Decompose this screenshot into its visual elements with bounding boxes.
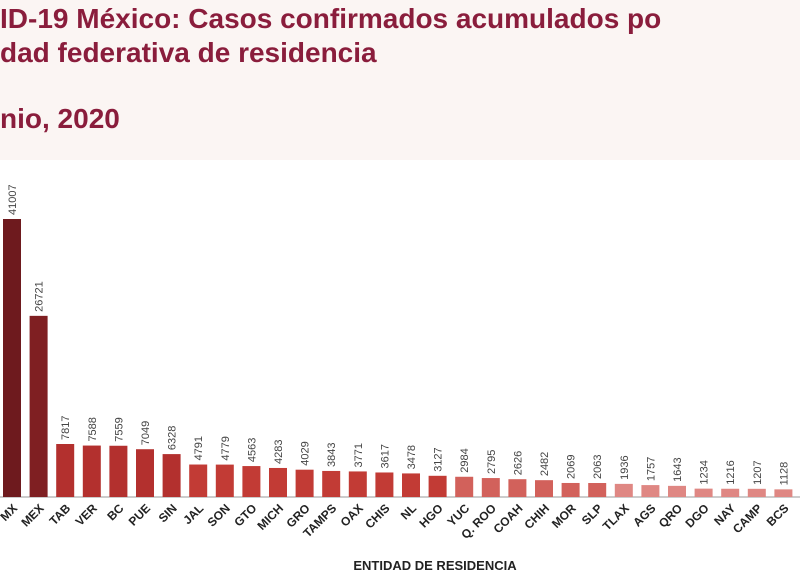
value-label: 1128 [778,462,790,486]
value-label: 2069 [566,454,578,478]
x-tick-label: VER [73,501,101,529]
value-label: 4563 [246,438,258,462]
bar [109,445,128,497]
bar [402,473,420,497]
value-label: 1643 [672,457,684,481]
value-label: 4029 [300,441,312,465]
value-label: 1207 [752,460,764,484]
bar [641,485,660,497]
bar [3,219,21,497]
value-label: 7817 [60,416,72,440]
value-label: 3617 [379,444,391,468]
value-label: 1234 [699,460,711,484]
value-label: 41007 [7,184,19,215]
x-tick-label: HGO [416,501,445,530]
bar [348,471,367,497]
x-tick-label: COAH [491,501,526,536]
bar [561,482,580,497]
value-label: 2063 [592,455,604,479]
value-label: 7559 [113,417,125,441]
bar [269,467,287,497]
bar [162,454,181,497]
x-tick-label: MOR [549,501,579,531]
value-label: 4779 [220,436,232,460]
value-label: 3843 [326,442,338,466]
chart-title: dad federativa de residencia [0,37,377,68]
value-label: 3771 [353,443,365,467]
bar [614,483,633,497]
x-tick-label: OAX [338,501,366,529]
x-tick-label: DGO [682,501,711,530]
x-tick-label: MICH [255,501,287,533]
x-tick-label: CHIS [362,501,392,531]
bar [136,449,154,497]
value-label: 3478 [406,445,418,469]
value-label: 2795 [486,450,498,474]
bar [588,483,607,497]
x-axis-label: ENTIDAD DE RESIDENCIA [353,558,517,573]
x-tick-label: GTO [231,501,259,529]
bar [375,472,394,497]
x-tick-label: PUE [126,501,153,528]
value-label: 2984 [459,448,471,472]
value-label: 3127 [433,447,445,471]
x-tick-label: QRO [656,501,685,530]
bar [481,478,500,497]
x-tick-label: BC [104,501,126,523]
x-tick-label: NL [398,501,419,522]
bar [322,470,341,497]
header-background [0,0,800,160]
bar [29,315,48,497]
bar [428,475,447,497]
value-label: 1936 [619,455,631,479]
value-label: 2482 [539,452,551,476]
x-tick-label: TAB [47,501,74,528]
x-tick-label: SIN [156,501,180,525]
x-tick-label: MEX [18,501,46,529]
bar [455,476,474,497]
x-tick-label: JAL [180,501,206,527]
bar [668,485,686,497]
x-tick-label: AGS [630,501,658,529]
bar [694,488,713,497]
bar [747,488,766,497]
value-label: 4283 [273,439,285,463]
bar [508,479,527,497]
bar [242,466,261,497]
bar [295,469,314,497]
bar [82,445,101,497]
chart-title: ID-19 México: Casos confirmados acumulad… [0,3,661,34]
value-label: 1757 [645,457,657,481]
value-label: 7049 [140,421,152,445]
x-tick-label: CAMP [730,501,765,536]
x-tick-label: CHIH [521,501,552,532]
bar [189,464,208,497]
value-label: 4791 [193,436,205,460]
value-label: 1216 [725,460,737,484]
value-label: 2626 [512,451,524,475]
value-label: 26721 [34,281,46,312]
value-label: 6328 [167,426,179,450]
bar [215,464,234,497]
bar [721,488,740,497]
bar [56,444,75,497]
x-tick-label: BCS [764,501,792,529]
x-tick-label: SON [205,501,233,529]
chart-title: nio, 2020 [0,103,120,134]
bar [535,480,553,497]
bar [774,489,793,497]
value-label: 7588 [87,417,99,441]
x-tick-label: MX [0,501,20,524]
x-tick-label: TLAX [600,501,632,533]
